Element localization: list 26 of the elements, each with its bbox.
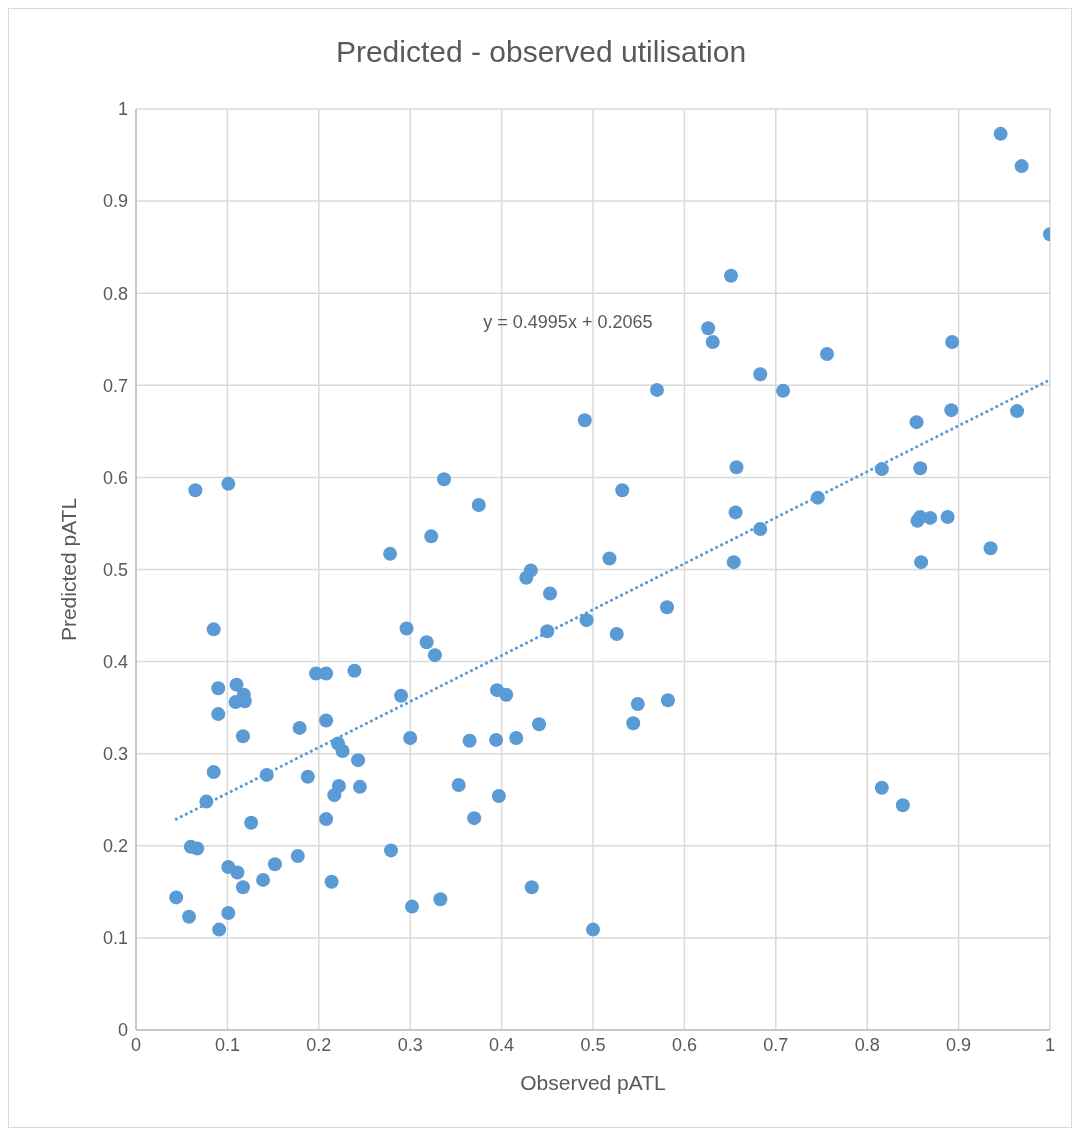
y-tick-label: 0: [117, 1020, 128, 1041]
y-tick-label: 0.6: [102, 467, 128, 488]
x-tick-label: 0.8: [854, 1034, 880, 1055]
y-tick-label: 0.8: [102, 283, 128, 304]
y-tick-label: 0.5: [102, 559, 128, 580]
y-tick-label: 0.3: [102, 744, 128, 765]
y-axis-title: Predicted pATL: [57, 497, 81, 642]
y-tick-label: 0.1: [102, 928, 128, 949]
y-tick-label: 0.2: [102, 836, 128, 857]
y-tick-label: 0.7: [102, 375, 128, 396]
x-tick-label: 0: [130, 1034, 142, 1055]
x-axis-title: Observed pATL: [520, 1071, 666, 1094]
x-tick-label: 1: [1044, 1034, 1056, 1055]
x-tick-label: 0.6: [671, 1034, 697, 1055]
y-tick-label: 0.9: [102, 191, 128, 212]
annotation: y = 0.4995x + 0.2065: [483, 311, 653, 333]
x-tick-label: 0.2: [306, 1034, 332, 1055]
x-tick-label: 0.1: [214, 1034, 240, 1055]
x-tick-label: 0.9: [946, 1034, 972, 1055]
x-tick-label: 0.5: [580, 1034, 606, 1055]
x-tick-label: 0.3: [397, 1034, 423, 1055]
x-tick-label: 0.7: [763, 1034, 789, 1055]
y-tick-label: 1: [117, 99, 128, 120]
chart-title: Predicted - observed utilisation: [334, 35, 748, 69]
y-tick-label: 0.4: [102, 651, 128, 672]
x-tick-label: 0.4: [489, 1034, 515, 1055]
